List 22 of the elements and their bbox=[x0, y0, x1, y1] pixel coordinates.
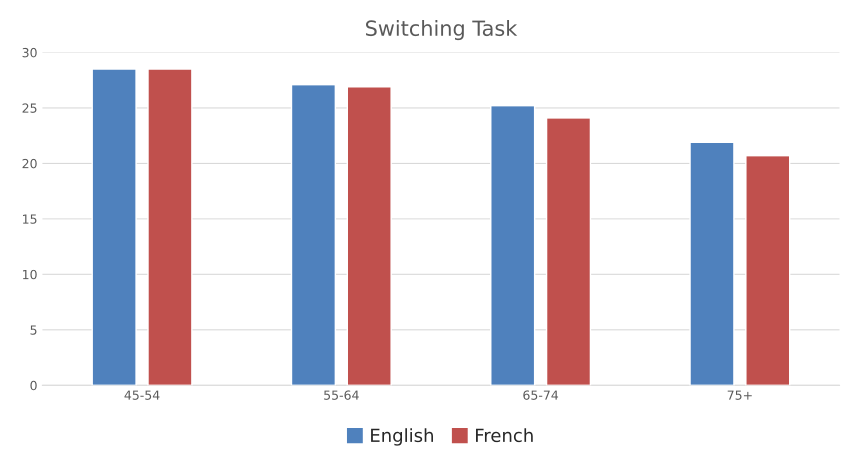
x-tick-label: 45-54 bbox=[124, 390, 160, 400]
y-tick-label: 25 bbox=[22, 103, 36, 113]
y-tick-label: 15 bbox=[23, 214, 36, 224]
y-tick-label: 10 bbox=[23, 270, 37, 280]
bar bbox=[745, 154, 790, 386]
legend-label: English bbox=[371, 428, 433, 446]
y-tick-label: 20 bbox=[22, 158, 37, 168]
bar bbox=[147, 68, 193, 386]
x-tick-label: 75+ bbox=[728, 390, 752, 400]
legend-label: French bbox=[476, 428, 533, 442]
y-tick-label: 5 bbox=[30, 325, 36, 335]
bar bbox=[92, 68, 137, 386]
bar bbox=[689, 142, 735, 386]
y-tick-label: 30 bbox=[22, 48, 37, 58]
x-tick-label: 55-64 bbox=[324, 390, 359, 400]
bar bbox=[346, 86, 392, 386]
chart-title: Switching Task bbox=[366, 20, 518, 40]
bar bbox=[546, 117, 592, 386]
y-tick-label: 0 bbox=[30, 380, 37, 390]
bar bbox=[490, 105, 536, 386]
bar bbox=[290, 84, 336, 386]
x-tick-label: 65-74 bbox=[523, 390, 558, 400]
